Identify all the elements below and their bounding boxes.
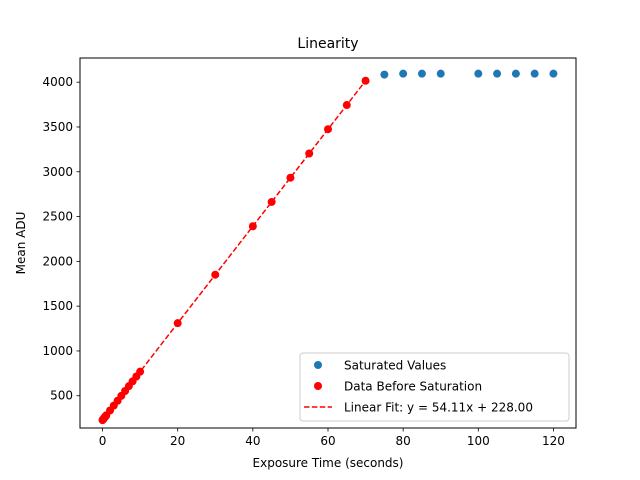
y-axis: 500 1000 1500 2000 2500 3000 3500 4000 — [42, 75, 80, 403]
chart-title: Linearity — [297, 36, 358, 52]
y-tick-label: 3500 — [42, 120, 73, 134]
x-tick-label: 80 — [396, 434, 411, 448]
saturated-values-point — [511, 69, 520, 78]
y-tick-label: 2000 — [42, 254, 73, 268]
y-tick-label: 4000 — [42, 75, 73, 89]
data-before-saturation-point — [305, 149, 314, 158]
plot-marks — [98, 69, 558, 425]
data-before-saturation-point — [361, 76, 370, 85]
legend-entry: Data Before Saturation — [344, 380, 482, 394]
data-before-saturation-point — [324, 125, 332, 134]
data-before-saturation-point — [211, 270, 220, 279]
x-tick-label: 40 — [245, 434, 260, 448]
x-tick-label: 20 — [170, 434, 185, 448]
y-axis-label: Mean ADU — [14, 212, 28, 275]
saturated-values-point — [380, 70, 389, 79]
legend-entry: Linear Fit: y = 54.11x + 228.00 — [344, 401, 533, 415]
data-before-saturation-point — [248, 222, 257, 231]
fit-line — [101, 80, 367, 421]
x-tick-label: 120 — [542, 434, 565, 448]
y-tick-label: 3000 — [42, 165, 73, 179]
legend-box — [299, 352, 570, 422]
data-before-saturation-point — [136, 367, 145, 376]
legend-entry: Saturated Values — [344, 359, 446, 373]
saturated-values-point — [474, 69, 483, 78]
legend: Saturated Values Data Before Saturation Li… — [299, 352, 570, 422]
saturated-values-point — [549, 69, 558, 78]
saturated-values-point — [399, 69, 408, 78]
legend-marker — [314, 382, 322, 390]
x-tick-label: 60 — [320, 434, 335, 448]
x-tick-label: 0 — [99, 434, 107, 448]
y-tick-label: 1000 — [42, 344, 73, 358]
saturated-values-point — [417, 69, 426, 78]
data-before-saturation-point — [342, 101, 351, 110]
saturated-values-point — [436, 69, 445, 78]
saturated-values-point — [530, 69, 539, 78]
data-before-saturation-point — [267, 197, 276, 206]
y-tick-label: 2500 — [42, 210, 73, 224]
y-tick-label: 1500 — [42, 299, 73, 313]
legend-marker — [314, 361, 322, 369]
x-axis: 0 20 40 60 80 100 120 — [99, 428, 565, 448]
data-before-saturation-point — [286, 173, 295, 182]
data-before-saturation-point — [173, 319, 182, 328]
x-axis-label: Exposure Time (seconds) — [253, 456, 404, 470]
x-tick-label: 100 — [467, 434, 490, 448]
saturated-values-point — [493, 69, 502, 78]
y-tick-label: 500 — [50, 389, 73, 403]
